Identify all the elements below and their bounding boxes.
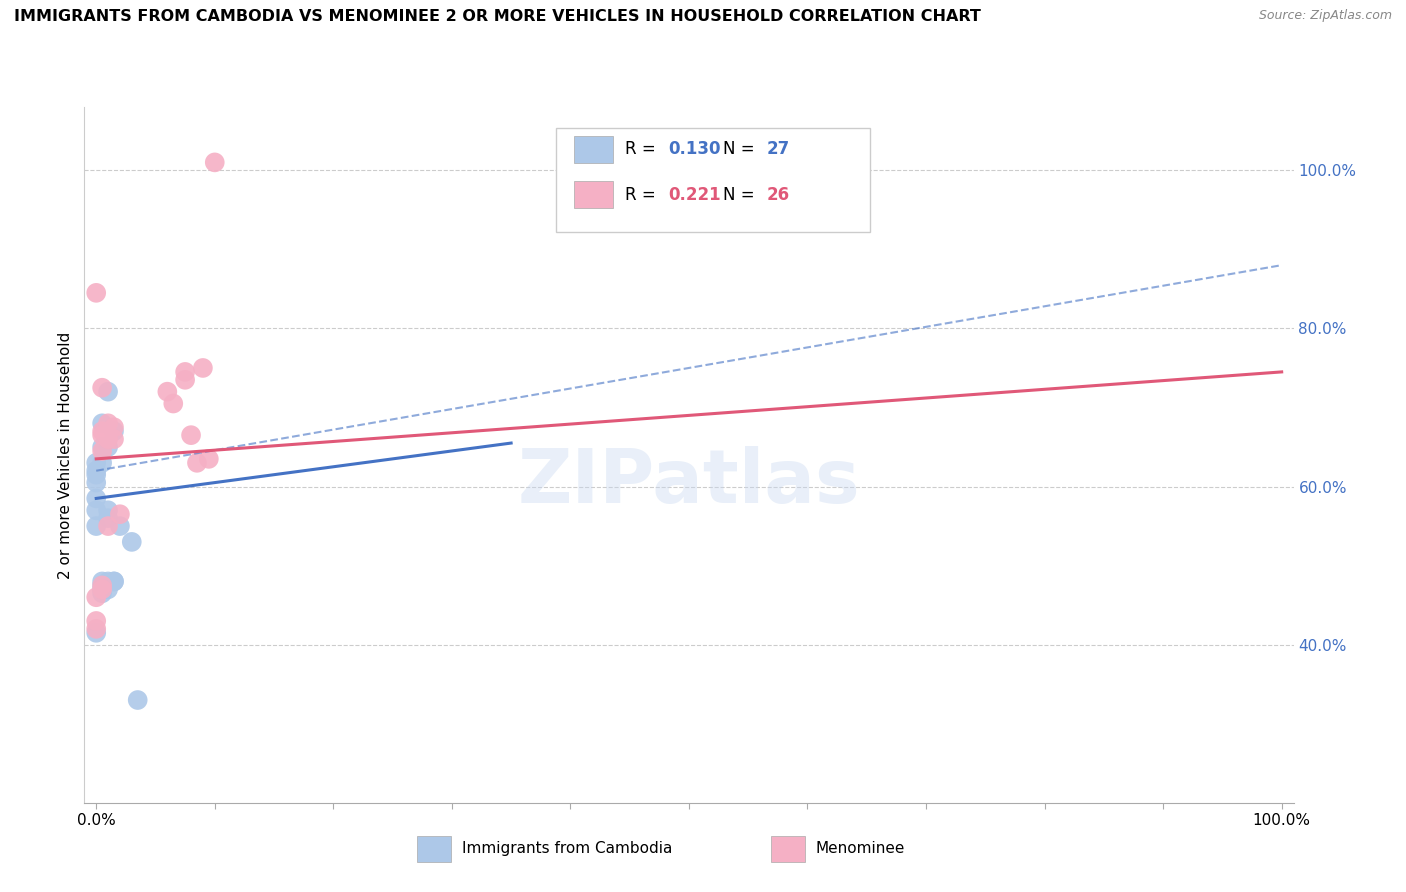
Point	[91, 417, 114, 431]
Point	[97, 440, 120, 454]
Point	[84, 285, 107, 300]
Point	[84, 475, 107, 490]
Point	[103, 432, 125, 446]
Point	[97, 511, 120, 525]
Point	[97, 417, 120, 431]
Text: ZIPatlas: ZIPatlas	[517, 446, 860, 519]
Point	[84, 591, 107, 605]
Point	[103, 424, 125, 438]
Point	[91, 586, 114, 600]
Point	[91, 428, 114, 442]
Point	[127, 693, 149, 707]
Point	[84, 464, 107, 478]
Point	[103, 574, 125, 589]
Point	[121, 535, 143, 549]
Point	[204, 155, 226, 169]
Text: N =: N =	[723, 186, 759, 203]
Point	[84, 614, 107, 628]
Text: 26: 26	[766, 186, 789, 203]
Text: Source: ZipAtlas.com: Source: ZipAtlas.com	[1258, 9, 1392, 22]
Point	[103, 420, 125, 434]
Text: 27: 27	[766, 140, 790, 159]
Text: R =: R =	[624, 140, 661, 159]
Point	[91, 582, 114, 597]
Bar	[574, 136, 613, 162]
Point	[97, 574, 120, 589]
FancyBboxPatch shape	[555, 128, 870, 232]
Text: N =: N =	[723, 140, 759, 159]
Point	[91, 578, 114, 592]
Point	[97, 432, 120, 446]
Point	[186, 456, 208, 470]
Point	[198, 451, 221, 466]
Point	[156, 384, 179, 399]
Text: IMMIGRANTS FROM CAMBODIA VS MENOMINEE 2 OR MORE VEHICLES IN HOUSEHOLD CORRELATIO: IMMIGRANTS FROM CAMBODIA VS MENOMINEE 2 …	[14, 9, 981, 24]
Point	[91, 456, 114, 470]
Point	[84, 456, 107, 470]
Y-axis label: 2 or more Vehicles in Household: 2 or more Vehicles in Household	[58, 331, 73, 579]
Point	[97, 503, 120, 517]
Point	[97, 384, 120, 399]
Text: R =: R =	[624, 186, 661, 203]
Point	[91, 381, 114, 395]
Point	[91, 440, 114, 454]
Point	[91, 424, 114, 438]
Point	[108, 507, 131, 521]
Text: 0.130: 0.130	[668, 140, 721, 159]
Point	[84, 503, 107, 517]
Text: Immigrants from Cambodia: Immigrants from Cambodia	[461, 841, 672, 856]
Point	[108, 519, 131, 533]
Text: Menominee: Menominee	[815, 841, 905, 856]
Point	[97, 582, 120, 597]
Point	[84, 625, 107, 640]
Point	[191, 360, 214, 375]
Point	[91, 578, 114, 592]
Point	[180, 428, 202, 442]
Bar	[418, 836, 451, 862]
Bar	[574, 181, 613, 208]
Point	[84, 622, 107, 636]
Point	[84, 491, 107, 506]
Point	[103, 574, 125, 589]
Point	[91, 582, 114, 597]
Point	[174, 365, 197, 379]
Text: 0.221: 0.221	[668, 186, 721, 203]
Point	[84, 467, 107, 482]
Bar	[770, 836, 806, 862]
Point	[91, 444, 114, 458]
Point	[91, 574, 114, 589]
Point	[174, 373, 197, 387]
Point	[97, 519, 120, 533]
Point	[162, 396, 184, 410]
Point	[84, 519, 107, 533]
